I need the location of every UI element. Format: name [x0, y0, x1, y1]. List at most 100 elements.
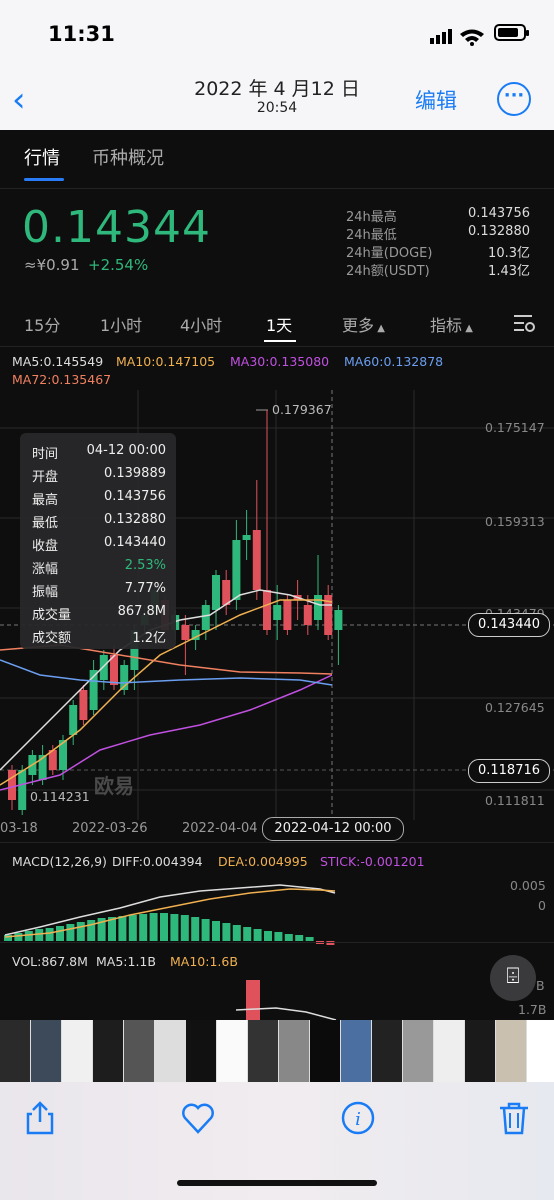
thumbnail[interactable] [248, 1020, 278, 1082]
trash-icon[interactable] [496, 1100, 532, 1136]
ellipsis-circle-icon[interactable]: ··· [497, 82, 531, 116]
thumbnail[interactable] [434, 1020, 464, 1082]
tooltip-label: 最高 [32, 493, 59, 508]
trading-app-screenshot: 行情 币种概况 0.14344 ≈¥0.91 +2.54% 24h最高 0.14… [0, 130, 554, 1020]
candle-body [222, 580, 231, 605]
high-marker: 0.179367 [272, 402, 332, 417]
candle-body [79, 690, 88, 720]
tooltip-label: 最低 [32, 516, 59, 531]
stat-label: 24h最高 [346, 210, 397, 225]
live-text-scan-icon[interactable]: ⌹ [490, 955, 536, 1001]
tf-more[interactable]: 更多 ▲ [342, 316, 385, 335]
tooltip-value: 2.53% [124, 558, 166, 573]
macd-bar [212, 921, 220, 941]
thumbnail[interactable] [124, 1020, 154, 1082]
candlestick-chart[interactable] [0, 390, 554, 820]
macd-chart [4, 884, 336, 945]
macd-bar [97, 918, 106, 941]
thumbnail[interactable] [372, 1020, 402, 1082]
chevron-left-icon[interactable]: ‹ [12, 80, 26, 120]
last-price: 0.14344 [22, 202, 211, 253]
macd-y-zero: 0 [538, 898, 546, 913]
macd-bar [118, 916, 127, 941]
low-marker: 0.114231 [30, 789, 90, 804]
candle-body [181, 625, 190, 640]
tf-indicators[interactable]: 指标 ▲ [430, 316, 473, 335]
macd-bar [295, 935, 304, 941]
ma10-label: MA10:0.147105 [116, 354, 216, 369]
thumbnail[interactable] [465, 1020, 495, 1082]
x-axis-label: 03-18 [0, 821, 38, 836]
thumbnail[interactable] [62, 1020, 92, 1082]
status-time: 11:31 [48, 22, 115, 46]
stat-label: 24h量(DOGE) [346, 246, 433, 261]
tf-15m[interactable]: 15分 [24, 316, 61, 335]
candle-body [18, 770, 27, 810]
thumbnail[interactable] [310, 1020, 340, 1082]
ma5-label: MA5:0.145549 [12, 354, 104, 369]
candle-body [130, 630, 139, 670]
thumbnail[interactable] [186, 1020, 216, 1082]
macd-bar [24, 931, 33, 941]
thumbnail[interactable] [217, 1020, 247, 1082]
tooltip-value: 0.143756 [103, 489, 166, 504]
change-percent: +2.54% [88, 256, 149, 274]
thumbnail[interactable] [527, 1020, 554, 1082]
tooltip-label: 振幅 [32, 585, 59, 600]
tf-1h[interactable]: 1小时 [100, 316, 143, 335]
candle-body [232, 540, 241, 600]
thumbnail[interactable] [31, 1020, 61, 1082]
macd-bar [76, 922, 85, 941]
candle-body [38, 755, 47, 780]
edit-button[interactable]: 编辑 [415, 89, 457, 113]
ma60-label: MA60:0.132878 [344, 354, 444, 369]
macd-bar [243, 927, 252, 941]
tab-indicator [24, 178, 64, 181]
y-axis-label: 0.127645 [485, 700, 545, 715]
macd-bar [128, 915, 137, 941]
candle-body [120, 665, 129, 690]
thumbnail-strip[interactable] [0, 1020, 554, 1082]
candle-body [48, 750, 57, 770]
macd-bar [108, 917, 116, 941]
macd-bar [56, 926, 64, 941]
ma72-label: MA72:0.135467 [12, 372, 112, 387]
tooltip-label: 涨幅 [32, 562, 59, 577]
divider [0, 346, 554, 347]
ma30-label: MA30:0.135080 [230, 354, 330, 369]
stat-value: 10.3亿 [488, 246, 530, 261]
tab-overview[interactable]: 币种概况 [92, 148, 164, 169]
divider [0, 842, 554, 843]
candle-body [110, 655, 118, 685]
macd-bar [201, 919, 210, 941]
macd-bar [264, 931, 272, 941]
stat-value: 0.132880 [467, 224, 530, 239]
thumbnail[interactable] [0, 1020, 30, 1082]
share-icon[interactable] [22, 1100, 58, 1136]
divider [0, 188, 554, 189]
stat-value: 1.43亿 [488, 264, 530, 279]
candle-body [8, 770, 16, 800]
thumbnail[interactable] [279, 1020, 309, 1082]
thumbnail[interactable] [403, 1020, 433, 1082]
thumbnail[interactable] [93, 1020, 123, 1082]
macd-bar [87, 920, 96, 941]
macd-bar [4, 935, 12, 941]
thumbnail[interactable] [496, 1020, 526, 1082]
home-indicator [177, 1180, 377, 1186]
macd-title: MACD(12,26,9) [12, 854, 107, 869]
thumbnail[interactable] [341, 1020, 371, 1082]
tf-1d[interactable]: 1天 [266, 316, 293, 335]
tab-market[interactable]: 行情 [24, 148, 60, 169]
chart-settings-icon[interactable] [512, 312, 536, 334]
y-axis-label: 0.111811 [485, 793, 545, 808]
watermark: 欧易 [94, 774, 134, 798]
heart-icon[interactable] [180, 1100, 216, 1136]
tooltip-value: 04-12 00:00 [86, 443, 166, 458]
info-icon[interactable]: i [340, 1100, 376, 1136]
candle-body [324, 595, 333, 635]
thumbnail[interactable] [155, 1020, 185, 1082]
candle-body [59, 740, 67, 770]
tf-4h[interactable]: 4小时 [180, 316, 223, 335]
candle-body [212, 575, 220, 610]
